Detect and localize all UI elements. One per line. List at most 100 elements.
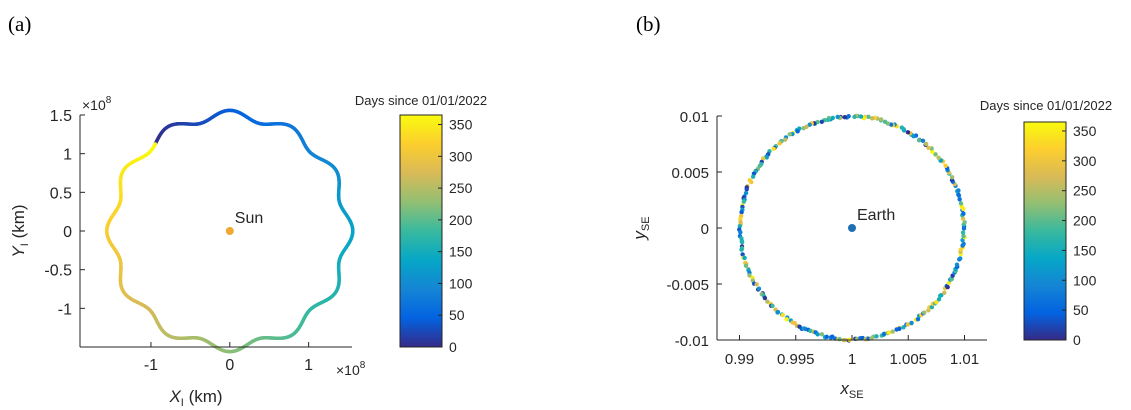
ring-point [933, 152, 938, 157]
y-tick-label-a: 1.5 [50, 108, 72, 125]
ring-point [879, 117, 884, 122]
colorbar-gradient-a [399, 114, 443, 348]
ring-point [780, 312, 786, 318]
ring-point [961, 241, 966, 247]
colorbar-tick-label: 150 [1073, 242, 1097, 258]
ring-point [837, 336, 842, 342]
ring-point [739, 240, 745, 245]
colorbar-tick-label: 50 [1073, 302, 1089, 318]
ring-point [842, 115, 848, 120]
ring-point [939, 292, 944, 298]
y-axis-b: -0.01 -0.005 0 0.005 0.01 [666, 109, 722, 350]
ring-point [943, 163, 948, 169]
y-tick-label-b: 0 [701, 221, 709, 238]
ring-point [782, 137, 788, 142]
y-tick-label-b: -0.01 [675, 333, 709, 350]
ring-point [869, 116, 875, 121]
ring-point [961, 211, 966, 216]
ring-point [936, 155, 941, 161]
ring-point [739, 247, 744, 252]
y-axis-label-b: ySE [630, 216, 652, 240]
ring-point [738, 216, 743, 221]
ring-point [962, 220, 967, 225]
earth-point [848, 224, 856, 232]
ring-point [942, 290, 947, 295]
ring-point [882, 119, 888, 125]
y-tick-label-a: -1 [58, 301, 72, 318]
ring-point [852, 114, 857, 120]
ring-point [901, 325, 906, 330]
ring-point [737, 223, 743, 229]
ring-point [909, 320, 914, 326]
ring-point [886, 330, 892, 335]
ring-point [890, 329, 895, 334]
ring-point [915, 316, 921, 322]
colorbar-gradient-b [1023, 121, 1067, 341]
ring-point [777, 141, 782, 146]
ring-point [801, 125, 806, 131]
ring-point [770, 303, 775, 309]
ring-point [905, 130, 911, 135]
ring-point [958, 256, 963, 261]
x-exponent-a: ×108 [336, 360, 366, 378]
colorbar-tick-label: 350 [449, 117, 473, 133]
ring-point [740, 252, 745, 257]
y-axis-label-a: YI (km) [9, 204, 31, 257]
colorbar-tick-label: 200 [1073, 213, 1097, 229]
ring-point [916, 137, 922, 143]
colorbar-tick-label: 200 [449, 212, 473, 228]
ring-point [762, 295, 768, 301]
colorbar-a: Days since 01/01/2022 0 50 100 150 200 250 300… [355, 93, 487, 355]
ring-point [897, 326, 902, 331]
colorbar-title-a: Days since 01/01/2022 [355, 93, 487, 108]
x-tick-label-b: 1.01 [950, 351, 979, 368]
ring-point [764, 155, 769, 160]
ring-point [738, 230, 743, 235]
ring-point [743, 263, 749, 268]
y-axis-a: -1 -0.5 0 0.5 1 1.5 [44, 108, 85, 347]
orbit-path [105, 108, 355, 354]
x-tick-label-a: -1 [144, 357, 158, 374]
ring-point [949, 276, 954, 282]
ring-point [954, 262, 960, 267]
ring-point [795, 129, 800, 134]
ring-point [922, 310, 927, 315]
y-tick-label-a: 1 [63, 147, 72, 164]
ring-point [949, 174, 955, 180]
y-tick-label-b: 0.005 [671, 165, 709, 182]
ring-point [905, 322, 910, 327]
ring-point [819, 119, 825, 124]
sun-point [225, 227, 234, 235]
ring-point [756, 286, 762, 291]
ring-point [815, 332, 820, 337]
ring-point [765, 299, 770, 304]
orbit-segment [152, 142, 158, 148]
ring-point [960, 230, 966, 235]
earth-label: Earth [857, 207, 895, 224]
y-tick-label-a: -0.5 [44, 263, 72, 280]
ring-point [741, 199, 746, 204]
colorbar-tick-label: 250 [449, 180, 473, 196]
x-axis-b: 0.99 0.995 1 1.005 1.01 [717, 335, 987, 368]
ring-point [936, 297, 942, 302]
ring-point [958, 201, 964, 206]
ring-point [784, 317, 789, 322]
ring-point [787, 132, 792, 137]
sun-label: Sun [235, 210, 263, 227]
ring-point [835, 114, 840, 120]
x-tick-label-b: 0.99 [725, 351, 754, 368]
colorbar-tick-label: 0 [1073, 332, 1081, 348]
y-tick-label-b: -0.005 [666, 277, 709, 294]
ring-point [742, 255, 747, 261]
x-axis-a: -1 0 1 [80, 342, 352, 374]
colorbar-b: Days since 01/01/2022 0 50 100 150 200 250 300… [980, 98, 1112, 348]
ring-point [956, 188, 961, 193]
ring-point [760, 156, 766, 161]
x-tick-label-a: 1 [304, 357, 313, 374]
ring-point [923, 141, 929, 147]
colorbar-tick-label: 0 [449, 339, 457, 355]
y-tick-label-b: 0.01 [680, 109, 709, 126]
ring-point [881, 331, 887, 337]
panel-a: (a) -1 0 1 -1 -0.5 0 0.5 1 1.5 Sun ×108 ×108 XI… [8, 12, 487, 409]
